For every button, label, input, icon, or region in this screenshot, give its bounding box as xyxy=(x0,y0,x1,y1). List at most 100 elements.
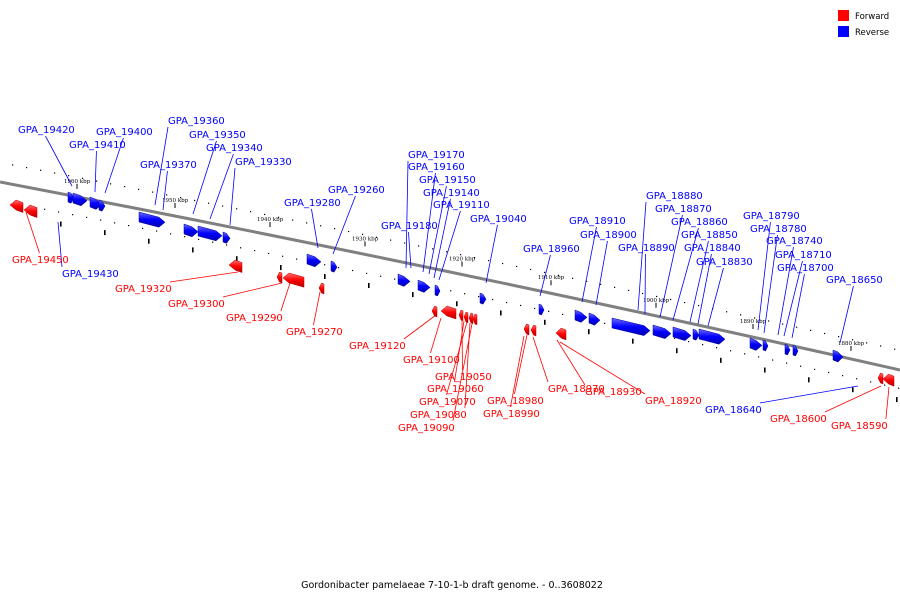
reverse-gene-arrow[interactable] xyxy=(672,326,692,341)
gene-leader-line xyxy=(707,267,724,327)
forward-gene-arrow[interactable] xyxy=(523,323,530,336)
reverse-gene-arrow[interactable] xyxy=(67,191,75,204)
reverse-gene-arrow[interactable] xyxy=(138,211,166,228)
gene-label[interactable]: GPA_19070 xyxy=(419,397,476,408)
gene-label[interactable]: GPA_18850 xyxy=(681,230,738,241)
reverse-gene-arrow[interactable] xyxy=(574,309,588,323)
reverse-gene-arrow[interactable] xyxy=(479,292,487,305)
gene-label[interactable]: GPA_18640 xyxy=(705,405,762,416)
gene-label[interactable]: GPA_19290 xyxy=(226,313,283,324)
gene-label[interactable]: GPA_18840 xyxy=(684,243,741,254)
reverse-gene-arrow[interactable] xyxy=(306,253,322,268)
reverse-gene-arrow[interactable] xyxy=(72,192,88,207)
tick-dot xyxy=(698,305,700,307)
forward-gene-arrow[interactable] xyxy=(431,305,438,318)
gene-label[interactable]: GPA_18870 xyxy=(655,204,712,215)
reverse-gene-arrow[interactable] xyxy=(98,199,106,212)
forward-gene-arrow[interactable] xyxy=(440,305,457,320)
reverse-gene-arrow[interactable] xyxy=(611,317,651,336)
gene-label[interactable]: GPA_19090 xyxy=(398,423,455,434)
gene-label[interactable]: GPA_19320 xyxy=(115,284,172,295)
gene-label[interactable]: GPA_18600 xyxy=(770,414,827,425)
reverse-gene-arrow[interactable] xyxy=(784,343,791,356)
forward-gene-arrow[interactable] xyxy=(468,312,474,325)
forward-gene-arrow[interactable] xyxy=(9,199,24,213)
forward-gene-arrow[interactable] xyxy=(228,259,243,273)
gene-label[interactable]: GPA_18960 xyxy=(523,244,580,255)
gene-label[interactable]: GPA_18790 xyxy=(743,211,800,222)
reverse-gene-arrow[interactable] xyxy=(698,328,726,345)
forward-gene-arrow[interactable] xyxy=(882,373,895,387)
reverse-gene-arrow[interactable] xyxy=(330,260,338,273)
gene-label[interactable]: GPA_18650 xyxy=(826,275,883,286)
gene-label[interactable]: GPA_18590 xyxy=(831,421,888,432)
gene-label[interactable]: GPA_18830 xyxy=(696,257,753,268)
gene-label[interactable]: GPA_19420 xyxy=(18,125,75,136)
reverse-gene-arrow[interactable] xyxy=(397,273,411,287)
gene-label[interactable]: GPA_19300 xyxy=(168,299,225,310)
reverse-gene-arrow[interactable] xyxy=(197,225,223,242)
forward-gene-arrow[interactable] xyxy=(530,324,537,337)
gene-label[interactable]: GPA_19180 xyxy=(381,221,438,232)
gene-label[interactable]: GPA_18860 xyxy=(671,217,728,228)
forward-gene-arrow[interactable] xyxy=(318,282,325,295)
gene-label[interactable]: GPA_19410 xyxy=(69,140,126,151)
forward-gene-arrow[interactable] xyxy=(463,311,469,324)
forward-gene-arrow[interactable] xyxy=(555,327,567,341)
gene-label[interactable]: GPA_19330 xyxy=(235,157,292,168)
reverse-gene-arrow[interactable] xyxy=(538,303,545,316)
reverse-gene-arrow[interactable] xyxy=(762,339,769,352)
gene-label[interactable]: GPA_18710 xyxy=(775,250,832,261)
reverse-gene-arrow[interactable] xyxy=(749,337,763,351)
gene-label[interactable]: GPA_19260 xyxy=(328,185,385,196)
gene-label[interactable]: GPA_19150 xyxy=(419,175,476,186)
reverse-gene-arrow[interactable] xyxy=(183,223,199,238)
gene-label[interactable]: GPA_19060 xyxy=(427,384,484,395)
reverse-gene-arrow[interactable] xyxy=(692,328,700,341)
gene-label[interactable]: GPA_18910 xyxy=(569,216,626,227)
forward-gene-arrow[interactable] xyxy=(23,204,38,218)
gene-label[interactable]: GPA_18700 xyxy=(777,263,834,274)
forward-gene-arrow[interactable] xyxy=(276,271,283,284)
gene-label[interactable]: GPA_19080 xyxy=(410,410,467,421)
gene-label[interactable]: GPA_18900 xyxy=(580,230,637,241)
gene-label[interactable]: GPA_18880 xyxy=(646,191,703,202)
gene-label[interactable]: GPA_18890 xyxy=(618,243,675,254)
gene-label[interactable]: GPA_19430 xyxy=(62,269,119,280)
reverse-gene-arrow[interactable] xyxy=(588,312,601,326)
gene-label[interactable]: GPA_19110 xyxy=(433,200,490,211)
gene-label[interactable]: GPA_19360 xyxy=(168,116,225,127)
gene-label[interactable]: GPA_19120 xyxy=(349,341,406,352)
gene-label[interactable]: GPA_19170 xyxy=(408,150,465,161)
forward-gene-arrow[interactable] xyxy=(282,272,305,288)
gene-label[interactable]: GPA_19160 xyxy=(408,162,465,173)
gene-label[interactable]: GPA_18740 xyxy=(766,236,823,247)
tick-dot xyxy=(772,359,774,361)
gene-label[interactable]: GPA_19370 xyxy=(140,160,197,171)
reverse-gene-arrow[interactable] xyxy=(792,344,799,357)
gene-label[interactable]: GPA_18990 xyxy=(483,409,540,420)
gene-label[interactable]: GPA_19100 xyxy=(403,355,460,366)
reverse-gene-arrow[interactable] xyxy=(652,324,672,339)
gene-label[interactable]: GPA_19050 xyxy=(435,372,492,383)
reverse-gene-arrow[interactable] xyxy=(832,349,844,363)
gene-label[interactable]: GPA_18980 xyxy=(487,396,544,407)
reverse-gene-arrow[interactable] xyxy=(222,231,231,244)
forward-gene-arrow[interactable] xyxy=(877,372,884,385)
reverse-gene-arrow[interactable] xyxy=(417,279,431,293)
reverse-gene-arrow[interactable] xyxy=(434,284,441,297)
gene-label[interactable]: GPA_19400 xyxy=(96,127,153,138)
forward-gene-arrow[interactable] xyxy=(458,309,464,322)
gene-label[interactable]: GPA_19270 xyxy=(286,327,343,338)
gene-label[interactable]: GPA_18970 xyxy=(548,384,605,395)
gene-label[interactable]: GPA_19280 xyxy=(284,198,341,209)
gene-label[interactable]: GPA_19450 xyxy=(12,255,69,266)
gene-label[interactable]: GPA_18930 xyxy=(585,387,642,398)
gene-label[interactable]: GPA_18920 xyxy=(645,396,702,407)
gene-label[interactable]: GPA_19040 xyxy=(470,214,527,225)
gene-label[interactable]: GPA_19340 xyxy=(206,143,263,154)
forward-gene-arrow[interactable] xyxy=(472,313,478,326)
gene-label[interactable]: GPA_19350 xyxy=(189,130,246,141)
gene-label[interactable]: GPA_18780 xyxy=(750,224,807,235)
gene-label[interactable]: GPA_19140 xyxy=(423,188,480,199)
